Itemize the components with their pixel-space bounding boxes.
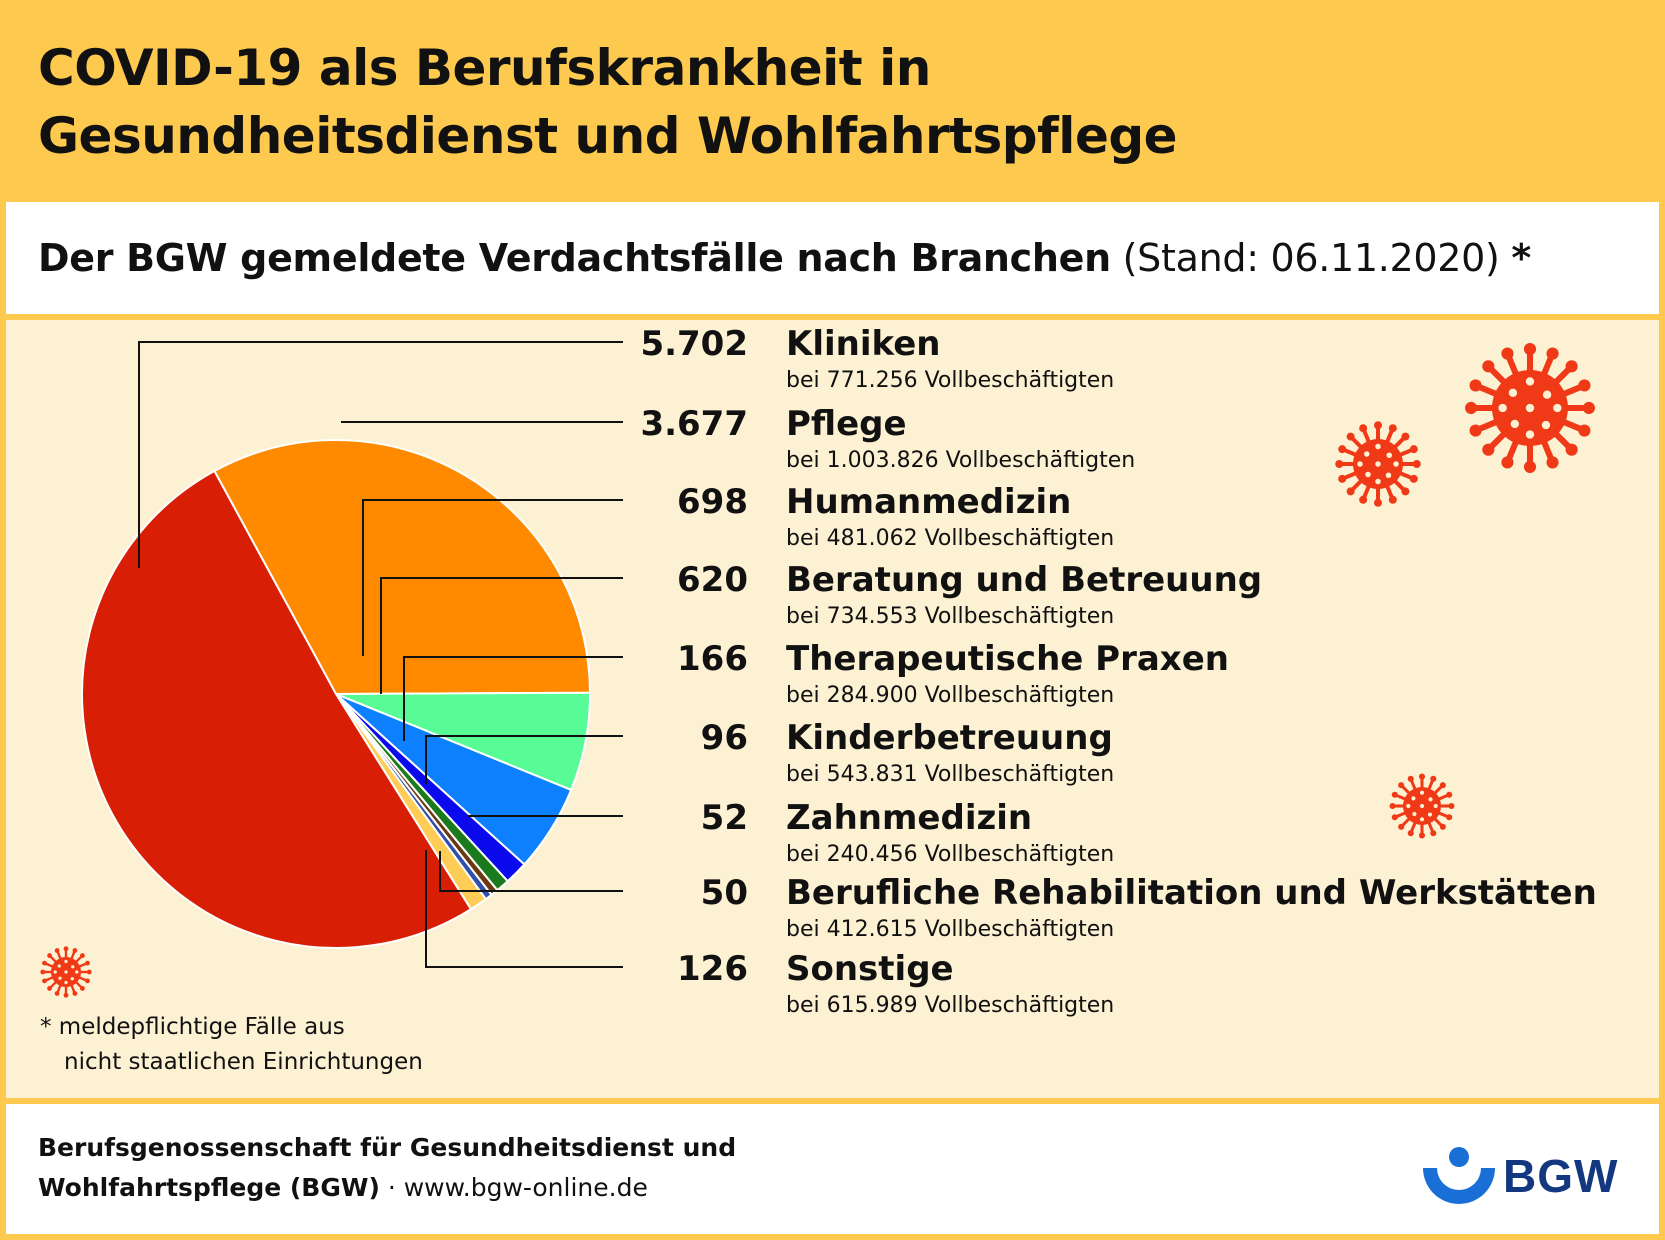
employees-label-1: bei 771.256 Vollbeschäftigten	[786, 368, 1114, 393]
employees-label-4: bei 734.553 Vollbeschäftigten	[786, 604, 1114, 629]
category-label-8: Berufliche Rehabilitation und Werkstätte…	[786, 873, 1597, 913]
employees-label-8: bei 412.615 Vollbeschäftigten	[786, 917, 1114, 942]
footer-website: www.bgw-online.de	[403, 1173, 648, 1202]
category-label-5: Therapeutische Praxen	[786, 639, 1229, 679]
virus-icon	[1389, 773, 1455, 839]
leader-line-5	[403, 656, 623, 741]
footer: Berufsgenossenschaft für Gesundheitsdien…	[6, 1104, 1659, 1234]
title-line-2: Gesundheitsdienst und Wohlfahrtspflege	[38, 107, 1178, 165]
virus-icon	[40, 946, 92, 998]
category-label-1: Kliniken	[786, 324, 940, 364]
employees-label-3: bei 481.062 Vollbeschäftigten	[786, 526, 1114, 551]
chart-subtitle: Der BGW gemeldete Verdachtsfälle nach Br…	[38, 232, 1531, 284]
employees-label-9: bei 615.989 Vollbeschäftigten	[786, 993, 1114, 1018]
value-label-7: 52	[701, 798, 748, 838]
category-label-9: Sonstige	[786, 949, 954, 989]
subtitle-date: (Stand: 06.11.2020)	[1122, 236, 1500, 280]
employees-label-7: bei 240.456 Vollbeschäftigten	[786, 842, 1114, 867]
subtitle-bar: Der BGW gemeldete Verdachtsfälle nach Br…	[6, 202, 1659, 314]
employees-label-2: bei 1.003.826 Vollbeschäftigten	[786, 448, 1135, 473]
value-label-6: 96	[701, 718, 748, 758]
leader-line-3	[362, 499, 623, 656]
category-label-2: Pflege	[786, 404, 907, 444]
footer-separator: ·	[379, 1173, 404, 1202]
value-label-5: 166	[677, 639, 748, 679]
footnote-line-2: nicht staatlichen Einrichtungen	[64, 1049, 423, 1075]
footer-credit: Berufsgenossenschaft für Gesundheitsdien…	[38, 1128, 1138, 1208]
virus-icon	[1335, 421, 1421, 507]
footnote-line-1: * meldepflichtige Fälle aus	[40, 1014, 345, 1040]
leader-line-1	[138, 341, 623, 568]
value-label-3: 698	[677, 482, 748, 522]
subtitle-star: *	[1511, 236, 1531, 280]
page-title: COVID-19 als Berufskrankheit in Gesundhe…	[38, 34, 1618, 170]
bgw-logo-text: BGW	[1503, 1150, 1619, 1202]
leader-line-6	[425, 735, 623, 784]
subtitle-main: Der BGW gemeldete Verdachtsfälle nach Br…	[38, 236, 1111, 280]
category-label-7: Zahnmedizin	[786, 798, 1032, 838]
value-label-4: 620	[677, 560, 748, 600]
category-label-6: Kinderbetreuung	[786, 718, 1113, 758]
leader-line-8	[439, 851, 623, 892]
footnote: * meldepflichtige Fälle aus nicht staatl…	[40, 1010, 460, 1080]
employees-label-5: bei 284.900 Vollbeschäftigten	[786, 683, 1114, 708]
value-label-1: 5.702	[640, 324, 748, 364]
footer-org-line-1: Berufsgenossenschaft für Gesundheitsdien…	[38, 1133, 737, 1162]
title-line-1: COVID-19 als Berufskrankheit in	[38, 39, 931, 97]
leader-line-9	[425, 850, 623, 968]
category-label-4: Beratung und Betreuung	[786, 560, 1262, 600]
virus-icon	[1465, 343, 1595, 473]
category-label-3: Humanmedizin	[786, 482, 1071, 522]
value-label-8: 50	[701, 873, 748, 913]
value-label-9: 126	[677, 949, 748, 989]
bgw-logo-mark-icon	[1423, 1147, 1495, 1204]
bgw-logo: BGW	[1419, 1146, 1619, 1206]
leader-line-4	[380, 577, 623, 694]
chart-panel: 5.702 Kliniken bei 771.256 Vollbeschäftigt…	[6, 320, 1659, 1098]
employees-label-6: bei 543.831 Vollbeschäftigten	[786, 762, 1114, 787]
pie-chart: 5.702 Kliniken bei 771.256 Vollbeschäftigt…	[40, 324, 1597, 1018]
value-label-2: 3.677	[640, 404, 748, 444]
footer-org-line-2: Wohlfahrtspflege (BGW)	[38, 1173, 380, 1202]
pie-slice-2	[213, 439, 592, 696]
pie-slice-1	[81, 469, 473, 949]
